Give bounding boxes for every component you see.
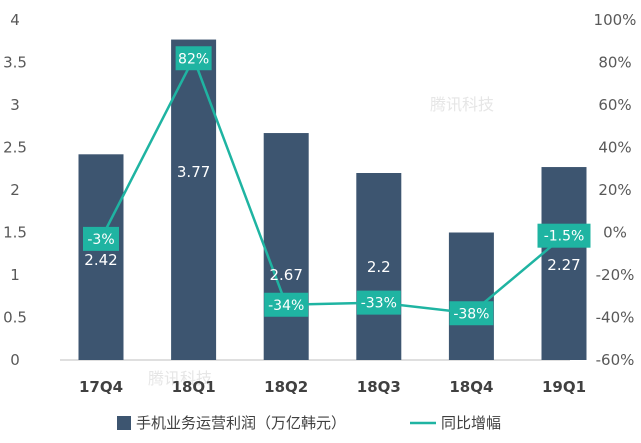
axes: 0 0.5 1 1.5 2 2.5 3 3.5 4 -60% -40% -20% 0% 20% 40% 60%… <box>3 11 636 396</box>
y-left-tick-label: 0 <box>10 351 20 369</box>
y-left-tick-label: 3 <box>10 96 20 114</box>
watermark-text: 腾讯科技 <box>148 369 212 388</box>
line-label-box <box>264 292 309 317</box>
y-left-tick-label: 2 <box>10 181 20 199</box>
y-right-tick-label: -60% <box>596 351 635 369</box>
line-path <box>99 55 565 315</box>
line-value-label: -38% <box>449 301 494 326</box>
line-label-text: -3% <box>87 232 114 248</box>
bar <box>263 133 309 360</box>
y-left-tick-label: 1 <box>10 266 20 284</box>
y-left-tick-label: 3.5 <box>3 54 27 72</box>
y-right-tick-label: 80% <box>598 54 631 72</box>
x-tick-label: 19Q1 <box>542 378 586 396</box>
line-label-text: -34% <box>268 298 304 314</box>
line-label-box <box>537 223 591 248</box>
x-tick-label: 18Q4 <box>449 378 493 396</box>
line-value-label: 82% <box>175 46 212 71</box>
y-right-tick-label: -20% <box>596 266 635 284</box>
line-label-box <box>83 226 119 251</box>
y-left-tick-label: 2.5 <box>3 139 27 157</box>
line-label-text: -38% <box>453 306 489 322</box>
line-label-text: 82% <box>178 51 209 67</box>
x-tick-label: 17Q4 <box>79 378 123 396</box>
y-right-tick-label: 100% <box>594 11 637 29</box>
bar-value-label: 2.42 <box>84 251 117 269</box>
legend-bar-label: 手机业务运营利润（万亿韩元） <box>136 414 346 432</box>
bar <box>171 39 217 361</box>
bar <box>78 154 124 360</box>
bar-value-label: 3.77 <box>177 163 210 181</box>
bar-value-label: 2.67 <box>269 266 302 284</box>
line-value-label: -3% <box>83 226 119 251</box>
y-right-tick-label: 0% <box>603 224 627 242</box>
legend-bar-swatch <box>117 416 131 430</box>
line-value-label: -1.5% <box>537 223 591 248</box>
bar <box>541 167 587 360</box>
line-series <box>99 55 565 315</box>
line-label-box <box>175 46 212 71</box>
y-left-tick-label: 1.5 <box>3 224 27 242</box>
y-right-tick-label: 20% <box>598 181 631 199</box>
line-label-text: -33% <box>361 296 397 312</box>
bar <box>448 232 494 360</box>
line-value-label: -34% <box>264 292 309 317</box>
line-label-text: -1.5% <box>544 229 585 245</box>
bar <box>356 173 402 360</box>
watermark-text: 腾讯科技 <box>430 95 494 114</box>
x-tick-label: 18Q2 <box>264 378 308 396</box>
line-label-box <box>356 290 401 315</box>
x-tick-label: 18Q3 <box>357 378 401 396</box>
legend: 手机业务运营利润（万亿韩元） 同比增幅 <box>117 414 501 432</box>
data-labels: 2.423.772.672.21.52.27-3%82%-34%-33%-38%… <box>83 46 591 326</box>
line-value-label: -33% <box>356 290 401 315</box>
y-right-tick-label: -40% <box>596 309 635 327</box>
y-right-tick-label: 60% <box>598 96 631 114</box>
y-left-tick-label: 0.5 <box>3 309 27 327</box>
bar-value-label: 2.27 <box>547 256 580 274</box>
bars <box>78 39 587 361</box>
legend-line-label: 同比增幅 <box>441 414 501 432</box>
bar-value-label: 2.2 <box>367 258 391 276</box>
x-tick-label: 18Q1 <box>172 378 216 396</box>
line-label-box <box>449 301 494 326</box>
y-right-tick-label: 40% <box>598 139 631 157</box>
y-left-tick-label: 4 <box>10 11 20 29</box>
